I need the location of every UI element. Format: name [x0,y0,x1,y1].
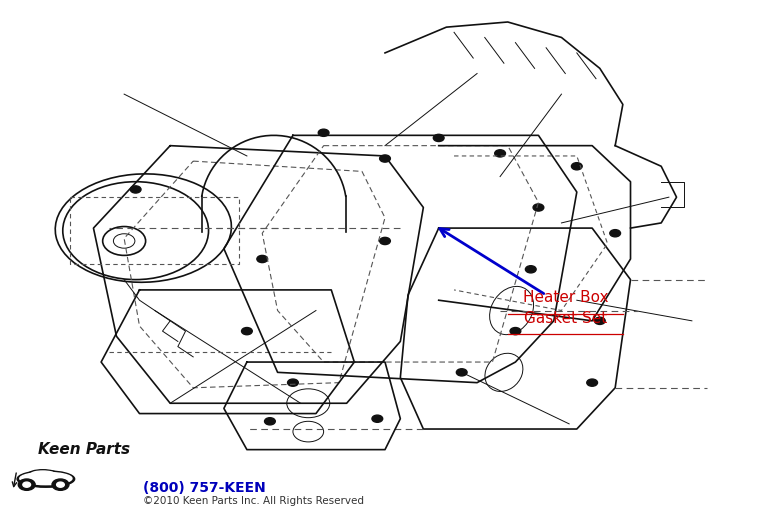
Circle shape [594,317,605,324]
Circle shape [257,255,268,263]
Text: Heater Box: Heater Box [523,291,608,306]
Circle shape [610,229,621,237]
Circle shape [57,482,65,487]
Circle shape [533,204,544,211]
Circle shape [130,186,141,193]
Circle shape [494,150,505,157]
Circle shape [23,482,31,487]
Circle shape [18,479,35,491]
Circle shape [287,379,298,386]
Circle shape [242,327,253,335]
Circle shape [372,415,383,422]
Circle shape [571,163,582,170]
Ellipse shape [20,472,72,485]
Circle shape [265,418,276,425]
Ellipse shape [28,470,58,479]
Ellipse shape [17,471,75,487]
Circle shape [510,327,521,335]
Circle shape [52,479,69,491]
Circle shape [434,134,444,141]
Circle shape [525,266,536,273]
Circle shape [587,379,598,386]
Ellipse shape [32,471,55,477]
Text: Gasket Set: Gasket Set [524,311,607,326]
Text: Keen Parts: Keen Parts [38,442,130,457]
Circle shape [380,155,390,162]
Text: ©2010 Keen Parts Inc. All Rights Reserved: ©2010 Keen Parts Inc. All Rights Reserve… [143,496,364,506]
Circle shape [457,369,467,376]
Circle shape [380,237,390,244]
Text: (800) 757-KEEN: (800) 757-KEEN [143,481,266,495]
Circle shape [318,129,329,136]
